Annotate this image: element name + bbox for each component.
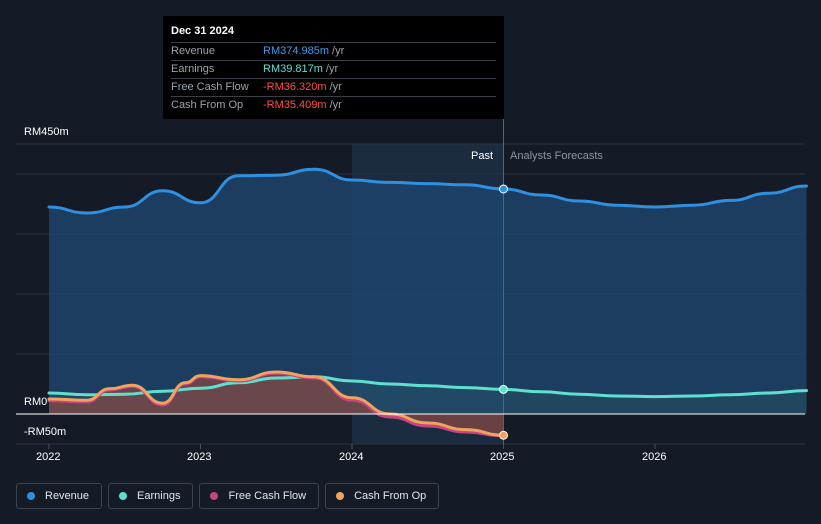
tooltip-label: Revenue (171, 45, 216, 57)
legend-label: Cash From Op (354, 490, 427, 502)
tooltip-date: Dec 31 2024 (171, 24, 496, 43)
free-cash-flow-area (49, 373, 504, 436)
y-tick-label-zero: RM0 (24, 396, 48, 408)
legend-dot-icon (27, 492, 35, 500)
series-markers (499, 184, 508, 440)
tooltip-row-earnings: Earnings RM39.817m /yr (171, 61, 496, 79)
legend-item-free-cash-flow[interactable]: Free Cash Flow (199, 483, 320, 509)
x-tick-label-2025: 2025 (490, 451, 515, 463)
legend-dot-icon (119, 492, 128, 500)
x-tick-label-2026: 2026 (642, 451, 667, 463)
tooltip-label: Free Cash Flow (171, 81, 249, 93)
revenue-line (47, 167, 808, 215)
tooltip-value: RM39.817m (263, 63, 323, 75)
tooltip-unit: /yr (325, 63, 339, 75)
past-label: Past (471, 150, 494, 162)
legend-dot-icon (336, 492, 345, 500)
earnings-marker (499, 384, 508, 394)
legend-label: Earnings (137, 490, 181, 502)
tooltip-row-free-cash-flow: Free Cash Flow -RM36.320m /yr (171, 79, 496, 97)
series-lines (47, 167, 808, 438)
tooltip-label: Cash From Op (171, 99, 244, 111)
legend-item-cash-from-op[interactable]: Cash From Op (325, 483, 440, 509)
tooltip-value: -RM35.409m (263, 99, 327, 111)
x-tick-label-2024: 2024 (339, 451, 364, 463)
chart-legend: Revenue Earnings Free Cash Flow Cash Fro… (16, 483, 440, 509)
x-tick-label-2022: 2022 (36, 451, 61, 463)
x-tick-label-2023: 2023 (187, 451, 212, 463)
cash-from-op-area (49, 372, 504, 436)
tooltip-row-revenue: Revenue RM374.985m /yr (171, 43, 496, 61)
series-areas (49, 169, 807, 436)
legend-label: Free Cash Flow (228, 490, 307, 502)
y-tick-label-min: -RM50m (24, 426, 67, 438)
legend-item-revenue[interactable]: Revenue (16, 483, 103, 509)
tooltip-unit: /yr (332, 45, 345, 57)
revenue-area (49, 169, 807, 414)
legend-label: Revenue (45, 490, 90, 502)
tooltip-value: RM374.985m (263, 45, 330, 57)
legend-item-earnings[interactable]: Earnings (108, 483, 194, 509)
legend-dot-icon (210, 492, 219, 500)
tooltip-unit: /yr (329, 99, 342, 111)
cash-from-op-marker (499, 430, 508, 440)
forecast-label: Analysts Forecasts (510, 150, 603, 162)
tooltip-unit: /yr (329, 81, 342, 93)
tooltip-label: Earnings (171, 63, 215, 75)
tooltip-row-cash-from-op: Cash From Op -RM35.409m /yr (171, 97, 496, 114)
revenue-marker (499, 184, 508, 194)
cash-from-op-line (47, 370, 505, 437)
y-tick-label-max: RM450m (24, 126, 69, 138)
tooltip-value: -RM36.320m (263, 81, 327, 93)
data-tooltip: Dec 31 2024 Revenue RM374.985m /yr Earni… (163, 16, 504, 119)
